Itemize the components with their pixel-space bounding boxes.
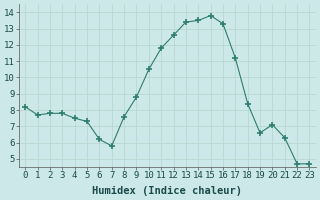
X-axis label: Humidex (Indice chaleur): Humidex (Indice chaleur) bbox=[92, 186, 242, 196]
